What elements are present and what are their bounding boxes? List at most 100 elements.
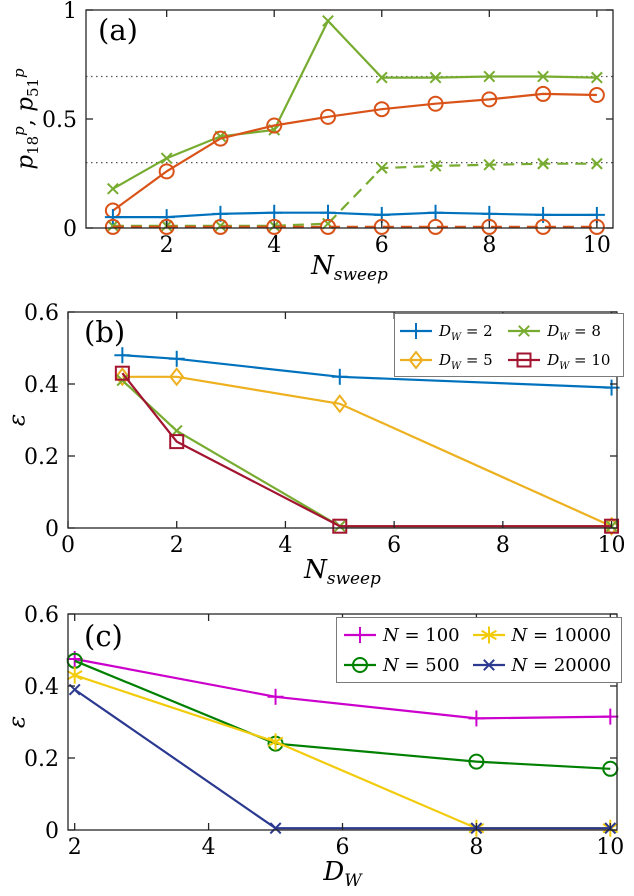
+-marker-icon bbox=[319, 204, 336, 221]
o-marker-icon bbox=[373, 218, 390, 235]
series-green-x-dashed bbox=[106, 157, 603, 232]
legend-label: N = 100 bbox=[383, 624, 460, 646]
x-marker-icon bbox=[482, 659, 495, 671]
x-marker-icon bbox=[537, 70, 549, 83]
square-marker-icon bbox=[604, 518, 620, 534]
panel-b-legend: DW = 2 DW = 5 DW = 8 DW = 10 bbox=[394, 313, 624, 377]
legend-x-marker-icon bbox=[508, 324, 541, 337]
legend-entry-DW-10: DW = 10 bbox=[507, 351, 619, 371]
legend-label: N = 20000 bbox=[511, 654, 612, 676]
legend-star-marker-icon bbox=[472, 626, 505, 644]
+-marker-icon bbox=[168, 350, 185, 367]
diamond-marker-icon bbox=[169, 367, 185, 387]
o-marker-icon bbox=[468, 753, 485, 770]
panel-c-plot: 2 4 6 8 10 0 0.2 0.4 0.6 bbox=[24, 603, 624, 860]
panel-a-plot: 2 4 6 8 10 0 0.5 1 bbox=[42, 0, 614, 258]
o-marker-icon bbox=[266, 117, 283, 134]
x-marker-icon bbox=[518, 324, 531, 337]
x-tick-label: 6 bbox=[336, 835, 350, 860]
series-line bbox=[121, 372, 612, 528]
panel-b-ylabel: ε bbox=[4, 413, 31, 427]
y-tick-label: 0.4 bbox=[24, 675, 59, 700]
x-marker-icon bbox=[590, 71, 603, 84]
legend-label: DW = 8 bbox=[547, 321, 601, 343]
panel-c-xlabel: DW bbox=[323, 857, 362, 891]
x-marker-icon bbox=[483, 70, 496, 83]
x-tick-label: 2 bbox=[68, 835, 82, 860]
square-marker-icon bbox=[516, 352, 532, 367]
x-tick-label: 0 bbox=[61, 533, 75, 558]
square-marker-icon bbox=[169, 434, 185, 450]
+-marker-icon bbox=[468, 710, 485, 727]
series-DW-8 bbox=[116, 374, 618, 533]
legend-entry-N-10000: N = 10000 bbox=[472, 625, 615, 646]
x-marker-icon bbox=[322, 14, 334, 27]
y-tick-label: 0 bbox=[63, 217, 77, 242]
series-line bbox=[74, 688, 611, 830]
o-marker-icon bbox=[481, 218, 498, 235]
series-green-x-solid bbox=[106, 14, 603, 195]
series-orange-circle-solid bbox=[104, 85, 605, 219]
diamond-marker-icon bbox=[114, 367, 130, 387]
legend-entry-DW-8: DW = 8 bbox=[507, 321, 619, 343]
+-marker-icon bbox=[266, 204, 283, 221]
x-tick-label: 10 bbox=[596, 835, 624, 860]
legend-entry-DW-5: DW = 5 bbox=[399, 350, 501, 372]
legend-entry-DW-2: DW = 2 bbox=[399, 321, 501, 343]
legend-label: DW = 5 bbox=[439, 350, 493, 372]
+-marker-icon bbox=[331, 368, 348, 385]
x-marker-icon bbox=[160, 152, 173, 165]
x-marker-icon bbox=[375, 71, 388, 84]
o-marker-icon bbox=[158, 163, 175, 180]
y-tick-label: 0.5 bbox=[42, 108, 77, 133]
x-tick-label: 6 bbox=[387, 533, 401, 558]
+-marker-icon bbox=[427, 204, 444, 221]
+-marker-icon bbox=[352, 627, 368, 643]
x-marker-icon bbox=[537, 157, 549, 170]
o-marker-icon bbox=[535, 85, 552, 102]
series-N-20000 bbox=[68, 683, 617, 835]
star-marker-icon bbox=[267, 733, 284, 751]
y-tick-label: 0 bbox=[45, 819, 59, 844]
legend-label: DW = 2 bbox=[439, 321, 493, 343]
legend-entry-N-100: N = 100 bbox=[343, 625, 464, 646]
series-line bbox=[112, 18, 597, 190]
diamond-marker-icon bbox=[332, 394, 348, 414]
x-tick-label: 4 bbox=[267, 233, 281, 258]
y-tick-label: 0.6 bbox=[24, 603, 59, 628]
legend-diamond-marker-icon bbox=[400, 350, 432, 369]
x-marker-icon bbox=[483, 158, 496, 171]
legend-label: N = 500 bbox=[383, 654, 460, 676]
series-line bbox=[121, 379, 612, 528]
o-marker-icon bbox=[266, 218, 283, 235]
x-tick-label: 10 bbox=[583, 233, 611, 258]
diamond-marker-icon bbox=[604, 516, 620, 536]
square-marker-icon bbox=[114, 365, 130, 381]
legend-entry-N-500: N = 500 bbox=[343, 655, 464, 676]
series-orange-circle-dashed bbox=[104, 218, 605, 235]
panel-c-ylabel: ε bbox=[4, 715, 31, 729]
x-marker-icon bbox=[269, 822, 282, 835]
o-marker-icon bbox=[104, 218, 121, 235]
o-marker-icon bbox=[319, 218, 336, 235]
panel-b-xlabel: Nsweep bbox=[304, 555, 381, 589]
o-marker-icon bbox=[535, 218, 552, 235]
star-marker-icon bbox=[480, 626, 497, 644]
x-tick-label: 8 bbox=[482, 233, 496, 258]
o-marker-icon bbox=[588, 87, 605, 104]
y-tick-label: 0.4 bbox=[24, 373, 59, 398]
o-marker-icon bbox=[588, 218, 605, 235]
o-marker-icon bbox=[373, 101, 390, 118]
panel-c-letter: (c) bbox=[84, 619, 123, 653]
x-marker-icon bbox=[429, 159, 442, 172]
series-line bbox=[122, 354, 612, 389]
series-line bbox=[112, 92, 597, 212]
legend-entry-N-20000: N = 20000 bbox=[472, 655, 615, 676]
x-tick-label: 10 bbox=[598, 533, 626, 558]
legend-x-marker-icon bbox=[472, 659, 505, 671]
x-marker-icon bbox=[590, 157, 603, 170]
legend-square-marker-icon bbox=[508, 352, 541, 367]
x-tick-label: 2 bbox=[160, 233, 174, 258]
series-N-100 bbox=[66, 651, 619, 727]
